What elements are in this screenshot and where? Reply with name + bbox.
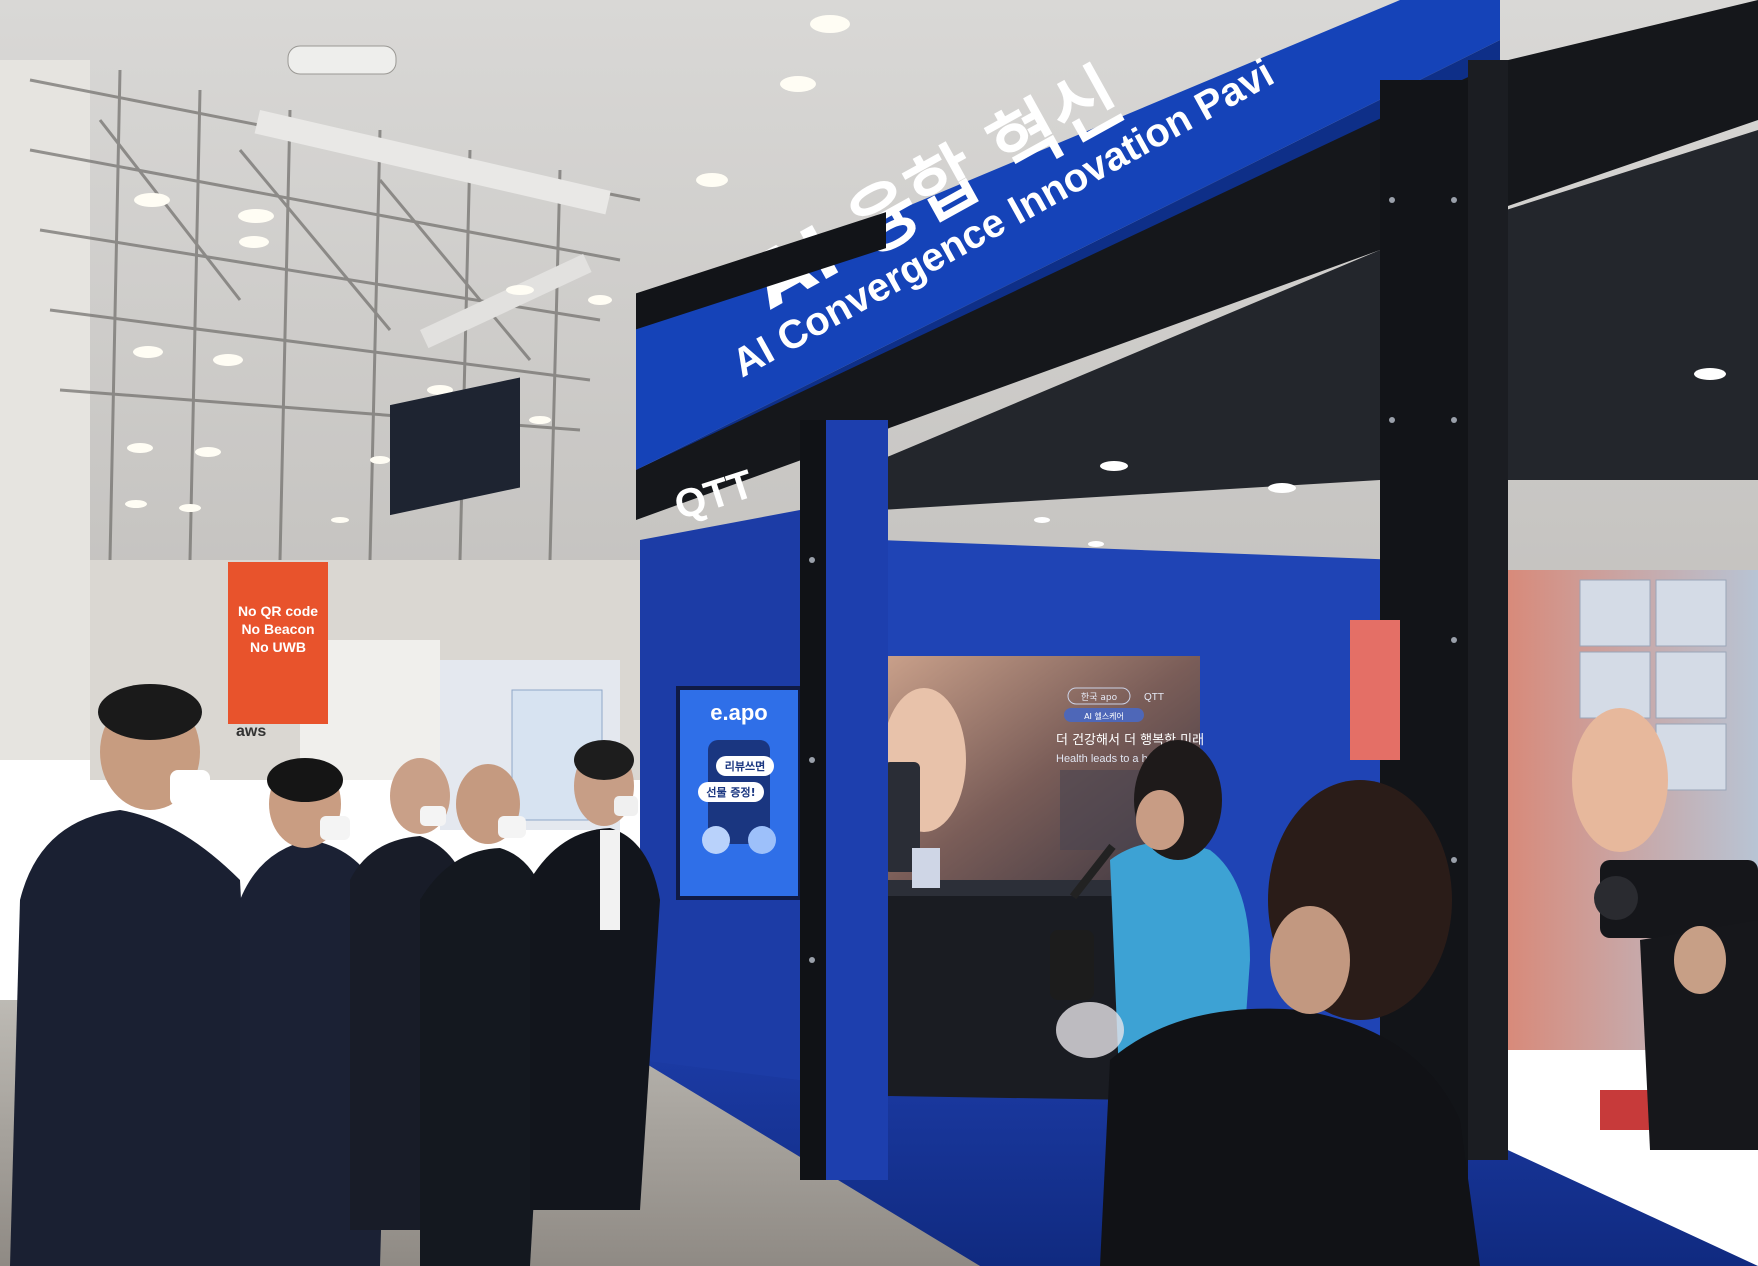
microphone [1069, 843, 1116, 900]
display-chip-3-label: AI 헬스케어 [1084, 711, 1124, 721]
display-chip-1 [1067, 687, 1131, 705]
kiosk-bubble-1 [716, 756, 774, 776]
aws-logo: aws [236, 723, 266, 740]
projector [287, 45, 397, 75]
frame-beam [636, 212, 886, 330]
display-chip-3 [1064, 708, 1144, 722]
visitors [10, 684, 660, 1266]
kiosk-bubble-2 [698, 782, 764, 802]
display-chip-1-label: 한국 apo [1081, 692, 1118, 703]
display-phone [884, 762, 920, 872]
tablet-stand [912, 848, 940, 888]
kiosk-bubble-1-text: 리뷰쓰면 [725, 759, 765, 773]
banner-line-2: No Beacon [241, 621, 314, 637]
orange-banner: No QR code No Beacon No UWB [228, 562, 328, 724]
right-display-tiles [1579, 579, 1727, 791]
kiosk-brand: e.apo [710, 700, 767, 725]
video-camera [1600, 860, 1758, 938]
kiosk-bubble-2-text: 선물 증정! [706, 785, 755, 799]
frame-column-right-face [1468, 60, 1508, 1160]
banner-line-3: No UWB [250, 639, 306, 655]
handheld-camera [1050, 930, 1094, 1000]
ceiling-lights [124, 15, 850, 587]
duct [254, 110, 611, 215]
videographer [1594, 860, 1758, 1150]
kiosk-character-1 [702, 826, 730, 854]
banner-line-1: No QR code [238, 603, 318, 619]
counter [886, 892, 1140, 1100]
display-chip-2-label: QTT [1144, 692, 1164, 703]
left-wall [0, 60, 90, 760]
pavilion-sign [636, 0, 1500, 470]
camera-operator [1050, 780, 1480, 1266]
right-display-child [1572, 708, 1668, 852]
left-side-screen [1350, 620, 1400, 760]
duct-2 [420, 253, 592, 349]
pillar-left-edge [800, 420, 826, 1180]
kiosk-character-2 [748, 826, 776, 854]
distant-booth-sign [390, 377, 520, 516]
booth-ceiling-dark [880, 130, 1758, 510]
